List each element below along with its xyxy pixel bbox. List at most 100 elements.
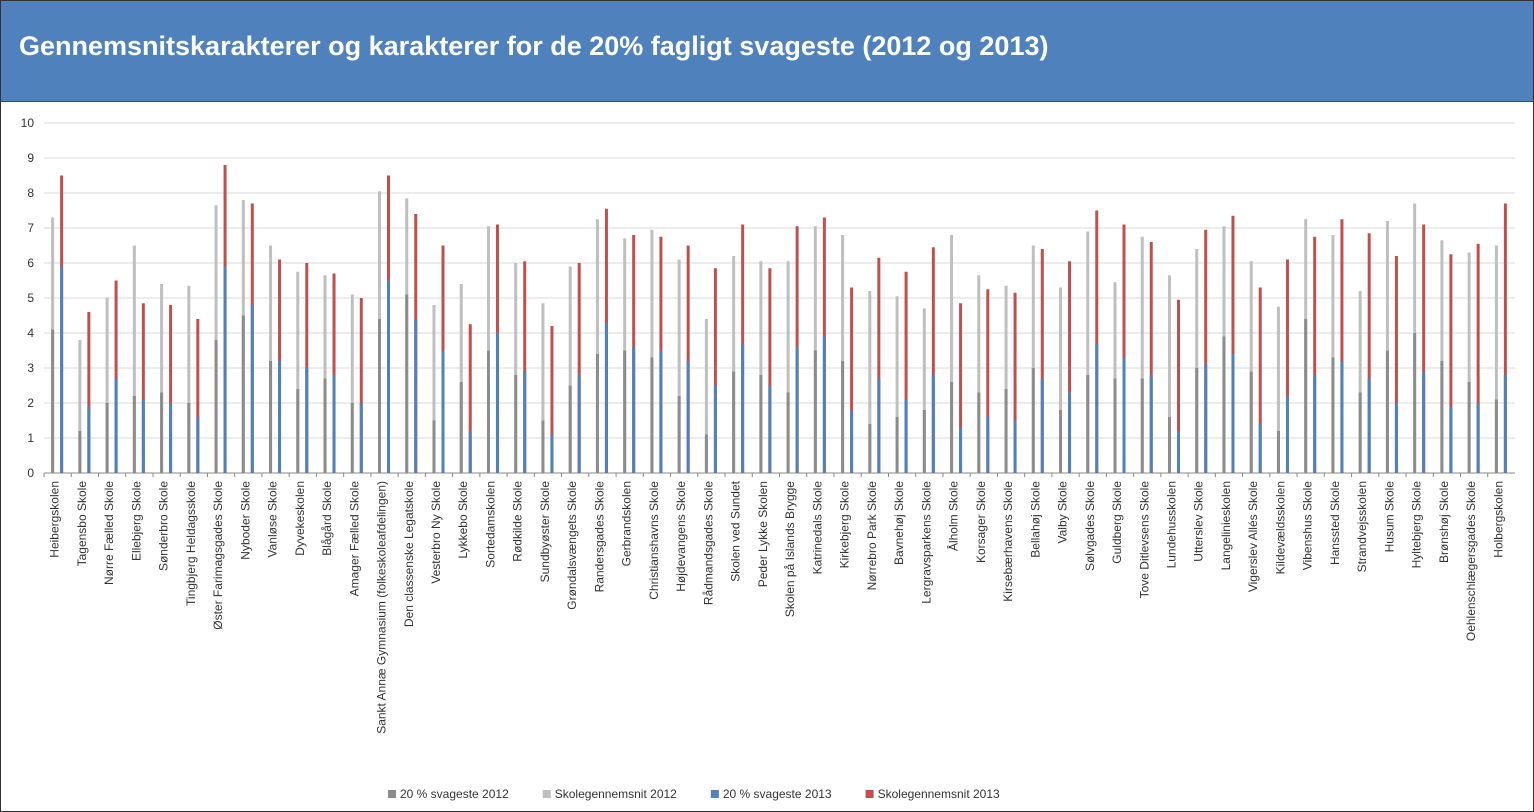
bar	[1313, 375, 1317, 473]
bar	[1059, 410, 1063, 473]
bar	[623, 350, 627, 473]
bar	[822, 336, 826, 473]
bar	[1394, 403, 1398, 473]
bar	[1367, 378, 1371, 473]
bar	[877, 378, 881, 473]
x-tick-label: Vanløse Skole	[266, 481, 280, 558]
bar	[1204, 364, 1208, 473]
x-tick-label: Rådmandsgades Skole	[701, 481, 715, 605]
bar	[677, 259, 681, 473]
bar	[841, 235, 845, 473]
bar	[223, 266, 227, 473]
bar	[141, 399, 145, 473]
bar	[459, 284, 463, 473]
bar	[1086, 375, 1090, 473]
bar	[87, 312, 91, 473]
bar	[1340, 361, 1344, 473]
bar	[87, 406, 91, 473]
x-tick-label: Ålholm Skole	[946, 481, 961, 551]
x-tick-label: Guldberg Skole	[1110, 481, 1124, 564]
y-tick-label: 6	[27, 256, 34, 270]
x-tick-label: Kildevældsskolen	[1273, 481, 1287, 574]
bar	[959, 427, 963, 473]
legend-label: 20 % svageste 2012	[400, 787, 509, 801]
bar	[1358, 291, 1362, 473]
bar	[332, 375, 336, 473]
bar	[713, 268, 717, 473]
y-tick-label: 8	[27, 186, 34, 200]
bar	[550, 326, 554, 473]
bar	[1449, 254, 1453, 473]
bar	[495, 333, 499, 473]
bar	[269, 245, 273, 473]
x-tick-label: Vibenshus Skole	[1301, 481, 1315, 571]
bar	[959, 303, 963, 473]
bar	[196, 417, 200, 473]
bar	[486, 226, 490, 473]
bar	[550, 434, 554, 473]
bar	[1394, 256, 1398, 473]
x-tick-label: Hanssted Skole	[1328, 481, 1342, 565]
bar	[1176, 299, 1180, 473]
bar	[141, 303, 145, 473]
bar	[950, 235, 954, 473]
bar	[387, 280, 391, 473]
bar	[1031, 368, 1035, 473]
bar	[577, 375, 581, 473]
bar	[1503, 375, 1507, 473]
bar	[659, 350, 663, 473]
x-tick-label: Christianshavns Skole	[647, 481, 661, 600]
bar	[1449, 406, 1453, 473]
bar	[904, 271, 908, 473]
bar	[950, 382, 954, 473]
bar	[1122, 357, 1126, 473]
bar	[1031, 245, 1035, 473]
legend-label: 20 % svageste 2013	[723, 787, 832, 801]
bar	[196, 319, 200, 473]
bar	[1385, 221, 1389, 473]
bar	[441, 350, 445, 473]
x-tick-label: Holbergskolen	[1491, 481, 1505, 558]
bar	[568, 385, 572, 473]
y-tick-label: 5	[27, 291, 34, 305]
bar	[1258, 424, 1262, 473]
y-tick-label: 0	[27, 466, 34, 480]
bar	[813, 350, 817, 473]
bar	[1068, 261, 1072, 473]
bar	[332, 273, 336, 473]
bar	[160, 392, 164, 473]
bar	[604, 322, 608, 473]
bar	[241, 315, 245, 473]
x-tick-label: Dyvekeskolen	[293, 481, 307, 556]
bar	[250, 305, 254, 473]
bar	[1167, 417, 1171, 473]
x-tick-label: Sølvgades Skole	[1083, 481, 1097, 571]
bar	[1040, 378, 1044, 473]
bar	[595, 354, 599, 473]
bar	[1331, 357, 1335, 473]
x-tick-label: Nyboder Skole	[238, 481, 252, 560]
bar	[278, 361, 282, 473]
legend-swatch	[865, 790, 874, 798]
y-tick-label: 7	[27, 221, 34, 235]
x-tick-label: Gerbrandskolen	[620, 481, 634, 566]
bar	[1304, 319, 1308, 473]
bar	[986, 289, 990, 473]
bar	[1004, 389, 1008, 473]
bar	[1140, 236, 1144, 473]
bar	[1422, 371, 1426, 473]
bar	[1358, 392, 1362, 473]
x-tick-label: Amager Fælled Skole	[347, 481, 361, 597]
bar	[1413, 333, 1417, 473]
x-tick-label: Nørre Fælled Skole	[102, 481, 116, 585]
bar	[350, 294, 354, 473]
bar	[931, 375, 935, 473]
bar	[1276, 306, 1280, 473]
x-tick-label: Øster Farimagsgades Skole	[211, 481, 225, 630]
bar	[187, 285, 191, 473]
bar	[468, 324, 472, 473]
x-tick-label: Brønshøj Skole	[1437, 481, 1451, 563]
x-tick-label: Oehlenschlægersgades Skole	[1464, 481, 1478, 641]
x-tick-label: Heibergskolen	[48, 481, 62, 558]
x-tick-label: Langelinieskolen	[1219, 481, 1233, 570]
